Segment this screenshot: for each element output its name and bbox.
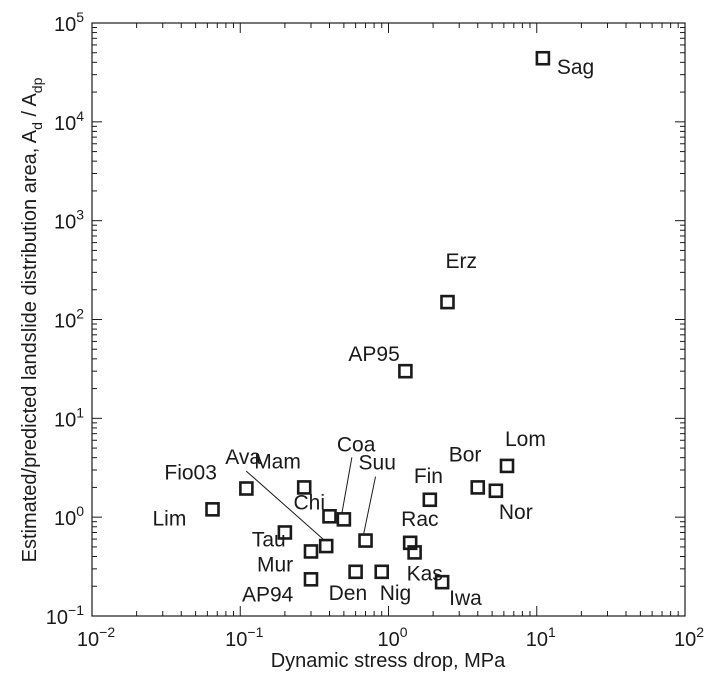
point-label-suu: Suu <box>359 452 396 475</box>
marker-chi <box>322 509 337 524</box>
leader-line-suu <box>363 476 377 535</box>
y-tick-label: 104 <box>54 108 84 135</box>
marker-ap95 <box>398 363 413 379</box>
axis-ticks <box>91 22 686 617</box>
point-label-mur: Mur <box>257 553 293 576</box>
marker-suu <box>358 533 373 548</box>
point-label-chi: Chi <box>294 491 326 514</box>
x-tick-label: 101 <box>526 624 556 651</box>
y-tick-label: 101 <box>54 404 84 431</box>
y-tick-label: 10−1 <box>46 602 84 629</box>
marker-iwa <box>434 574 450 590</box>
marker-mur <box>303 544 319 559</box>
x-axis-label: Dynamic stress drop, MPa <box>271 650 506 672</box>
point-label-iwa: Iwa <box>449 587 482 610</box>
marker-fio03 <box>239 481 254 496</box>
marker-lim <box>205 502 220 517</box>
point-label-sag: Sag <box>557 56 594 79</box>
marker-ap94 <box>303 572 319 587</box>
marker-nig <box>374 564 390 580</box>
y-tick-label: 102 <box>54 306 84 333</box>
marker-ava <box>318 538 334 554</box>
point-label-kas: Kas <box>407 562 443 585</box>
label-leader-lines <box>245 457 377 541</box>
x-tick-label: 10−2 <box>77 624 115 651</box>
point-labels: Sag Erz AP95 Lom Bor Nor Fin Fio03 Lim Mam Chi CoaS… <box>153 56 595 610</box>
point-label-lom: Lom <box>505 428 546 451</box>
point-label-tau: Tau <box>252 528 286 551</box>
y-tick-label: 100 <box>54 503 84 530</box>
point-label-erz: Erz <box>445 250 477 273</box>
point-label-nor: Nor <box>499 501 533 524</box>
leader-line-coa <box>341 457 353 514</box>
marker-lom <box>499 458 515 474</box>
point-label-ava: Ava <box>225 446 261 469</box>
y-axis-label-sub2: dp <box>29 77 45 93</box>
marker-coa <box>336 512 352 527</box>
marker-mam <box>296 480 312 495</box>
leader-line-ava <box>245 470 325 541</box>
marker-fin <box>422 492 438 508</box>
point-label-bor: Bor <box>449 443 482 466</box>
point-label-nig: Nig <box>380 582 412 605</box>
point-label-mam: Mam <box>254 450 301 473</box>
point-label-ap95: AP95 <box>348 343 399 366</box>
data-markers <box>205 50 551 590</box>
point-label-rac: Rac <box>401 508 438 531</box>
point-label-lim: Lim <box>153 507 187 530</box>
y-axis-label-main: Estimated/predicted landslide distributi… <box>19 129 41 562</box>
marker-tau <box>277 525 293 540</box>
y-tick-label: 105 <box>54 9 84 36</box>
y-axis-label: Estimated/predicted landslide distributi… <box>19 77 45 562</box>
point-label-den: Den <box>329 582 368 605</box>
point-label-ap94: AP94 <box>242 583 294 606</box>
marker-sag <box>535 50 551 66</box>
marker-rac <box>402 535 418 551</box>
x-tick-label: 100 <box>377 624 407 651</box>
x-tick-label: 10−1 <box>225 624 263 651</box>
point-label-fin: Fin <box>414 465 443 488</box>
y-tick-label: 103 <box>54 207 84 234</box>
y-axis-label-sep: / A <box>19 93 41 123</box>
y-axis-label-sub1: d <box>29 122 45 130</box>
marker-kas <box>407 545 422 560</box>
x-tick-label: 102 <box>674 624 704 651</box>
marker-nor <box>488 483 504 499</box>
marker-bor <box>470 480 486 495</box>
point-label-fio03: Fio03 <box>164 462 217 485</box>
marker-den <box>348 564 363 580</box>
marker-erz <box>440 294 455 310</box>
point-label-coa: Coa <box>337 433 376 456</box>
